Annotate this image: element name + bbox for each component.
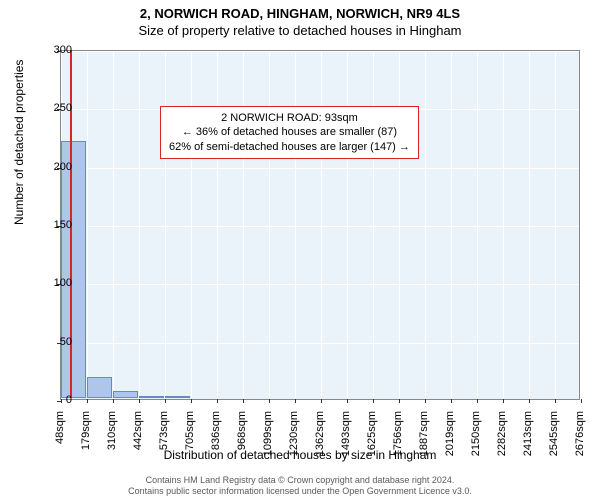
xtick-label: 705sqm [184,411,196,471]
gridline-v [581,51,582,399]
gridline-v [87,51,88,399]
ytick-label: 200 [42,161,72,173]
gridline-v [295,51,296,399]
gridline-v [243,51,244,399]
xtick-label: 1493sqm [340,411,352,471]
xtick-label: 2019sqm [444,411,456,471]
xtick-mark [529,399,530,403]
y-axis-label: Number of detached properties [12,60,26,225]
xtick-label: 1887sqm [418,411,430,471]
xtick-label: 2150sqm [470,411,482,471]
xtick-label: 968sqm [236,411,248,471]
xtick-mark [113,399,114,403]
xtick-mark [139,399,140,403]
xtick-label: 1230sqm [288,411,300,471]
bar [165,396,190,398]
subtitle: Size of property relative to detached ho… [0,23,600,38]
gridline-v [373,51,374,399]
xtick-mark [87,399,88,403]
gridline-v [399,51,400,399]
gridline-v [165,51,166,399]
annotation-box: 2 NORWICH ROAD: 93sqm ← 36% of detached … [160,106,419,159]
gridline-v [555,51,556,399]
gridline-v [321,51,322,399]
xtick-mark [165,399,166,403]
xtick-mark [321,399,322,403]
page-title: 2, NORWICH ROAD, HINGHAM, NORWICH, NR9 4… [0,0,600,21]
gridline-v [269,51,270,399]
xtick-mark [503,399,504,403]
xtick-label: 1099sqm [262,411,274,471]
xtick-label: 573sqm [158,411,170,471]
gridline-v [217,51,218,399]
gridline-v [529,51,530,399]
xtick-mark [373,399,374,403]
xtick-label: 1362sqm [314,411,326,471]
xtick-mark [451,399,452,403]
xtick-label: 1625sqm [366,411,378,471]
ytick-label: 100 [42,277,72,289]
ytick-label: 250 [42,102,72,114]
gridline-v [113,51,114,399]
annotation-line1: 2 NORWICH ROAD: 93sqm [169,111,410,125]
xtick-mark [555,399,556,403]
ytick-label: 50 [42,336,72,348]
annotation-line2: ← 36% of detached houses are smaller (87… [169,125,410,139]
xtick-label: 2282sqm [496,411,508,471]
xtick-mark [217,399,218,403]
xtick-label: 310sqm [106,411,118,471]
gridline-v [425,51,426,399]
bar [139,396,164,398]
ytick-label: 150 [42,219,72,231]
xtick-label: 48sqm [54,411,66,471]
xtick-label: 2413sqm [522,411,534,471]
bar [87,377,112,398]
gridline-v [191,51,192,399]
xtick-mark [295,399,296,403]
footer-line1: Contains HM Land Registry data © Crown c… [0,475,600,486]
gridline-v [347,51,348,399]
footer-line2: Contains public sector information licen… [0,486,600,497]
xtick-mark [581,399,582,403]
gridline-v [503,51,504,399]
chart: 2 NORWICH ROAD: 93sqm ← 36% of detached … [60,50,580,400]
bar [61,141,86,398]
xtick-label: 179sqm [80,411,92,471]
xtick-mark [347,399,348,403]
gridline-v [139,51,140,399]
annotation-line3: 62% of semi-detached houses are larger (… [169,140,410,154]
xtick-mark [399,399,400,403]
plot-area [60,50,580,400]
xtick-mark [269,399,270,403]
xtick-label: 1756sqm [392,411,404,471]
ytick-label: 0 [42,394,72,406]
xtick-mark [191,399,192,403]
xtick-mark [425,399,426,403]
bar [113,391,138,398]
footer: Contains HM Land Registry data © Crown c… [0,475,600,497]
xtick-label: 836sqm [210,411,222,471]
xtick-label: 2676sqm [574,411,586,471]
gridline-v [451,51,452,399]
xtick-label: 442sqm [132,411,144,471]
ytick-label: 300 [42,44,72,56]
xtick-mark [477,399,478,403]
xtick-label: 2545sqm [548,411,560,471]
xtick-mark [243,399,244,403]
gridline-v [477,51,478,399]
